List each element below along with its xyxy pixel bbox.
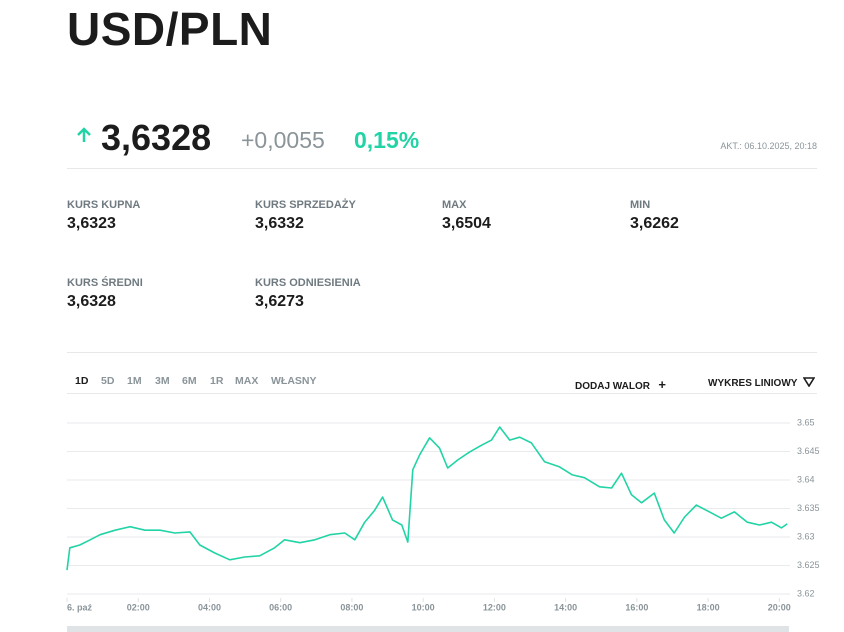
tab[interactable]: 5D [101,375,115,387]
stat-label: MAX [442,199,467,211]
tab[interactable]: 3M [155,375,170,387]
stat: KURS KUPNA 3,6323 [67,199,140,233]
x-tick-label: 12:00 [483,602,506,612]
updated: AKT.: 06.10.2025, 20:18 [720,141,817,151]
chart-type-button[interactable]: WYKRES LINIOWY [708,377,816,389]
x-tick-label: 16:00 [625,602,648,612]
divider [67,352,817,353]
tab[interactable]: 1M [127,375,142,387]
tab[interactable]: MAX [235,375,259,387]
x-tick-label: 06:00 [269,602,292,612]
stat-label: KURS SPRZEDAŻY [255,199,356,211]
x-tick-label: 04:00 [198,602,221,612]
x-tick-label: 18:00 [697,602,720,612]
navigator [67,626,789,632]
y-tick-label: 3.65 [797,417,815,427]
stat: KURS SPRZEDAŻY 3,6332 [255,199,356,233]
stat-value: 3,6328 [67,293,116,310]
stat: KURS ODNIESIENIA 3,6273 [255,277,361,311]
x-tick-label: 10:00 [412,602,435,612]
add-label: DODAJ WALOR [575,381,650,392]
title: USD/PLN [67,3,273,55]
stat-value: 3,6262 [630,215,679,232]
tab[interactable]: 6M [182,375,197,387]
divider [67,393,817,394]
divider [67,168,817,169]
y-tick-label: 3.645 [797,446,820,456]
x-tick-label: 08:00 [340,602,363,612]
price-line [66,426,788,571]
stat-label: KURS KUPNA [67,199,141,211]
dropdown-icon [802,377,816,388]
x-tick-label: 6. paź [67,602,93,612]
stat-label: KURS ŚREDNI [67,277,143,289]
x-tick-label: 02:00 [127,602,150,612]
stat-label: KURS ODNIESIENIA [255,277,361,289]
tab[interactable]: WŁASNY [271,375,317,387]
y-tick-label: 3.635 [797,503,820,513]
x-tick-label: 14:00 [554,602,577,612]
add-button[interactable]: DODAJ WALOR + [575,377,666,392]
change-percent: 0,15% [354,127,420,153]
chart-type-label: WYKRES LINIOWY [708,378,798,389]
up-arrow-icon [77,127,91,142]
stat-value: 3,6504 [442,215,491,232]
y-tick-label: 3.64 [797,474,815,484]
x-tick-label: 20:00 [768,602,791,612]
stat-value: 3,6323 [67,215,116,232]
tab[interactable]: 1D [75,375,89,387]
stat: MAX 3,6504 [442,199,491,233]
y-tick-label: 3.62 [797,588,815,598]
price: 3,6328 [101,117,212,158]
stat-label: MIN [630,199,651,211]
change: +0,0055 [241,127,325,153]
stat-value: 3,6273 [255,293,304,310]
stat: MIN 3,6262 [630,199,679,233]
tab[interactable]: 1R [210,375,224,387]
stat-value: 3,6332 [255,215,304,232]
y-tick-label: 3.625 [797,560,820,570]
stat: KURS ŚREDNI 3,6328 [67,277,143,311]
y-tick-label: 3.63 [797,531,815,541]
